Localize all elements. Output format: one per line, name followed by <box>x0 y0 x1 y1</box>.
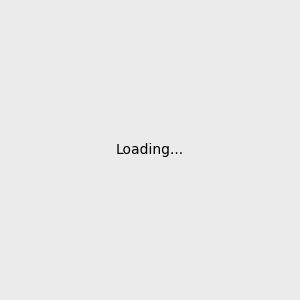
Text: Loading...: Loading... <box>116 143 184 157</box>
